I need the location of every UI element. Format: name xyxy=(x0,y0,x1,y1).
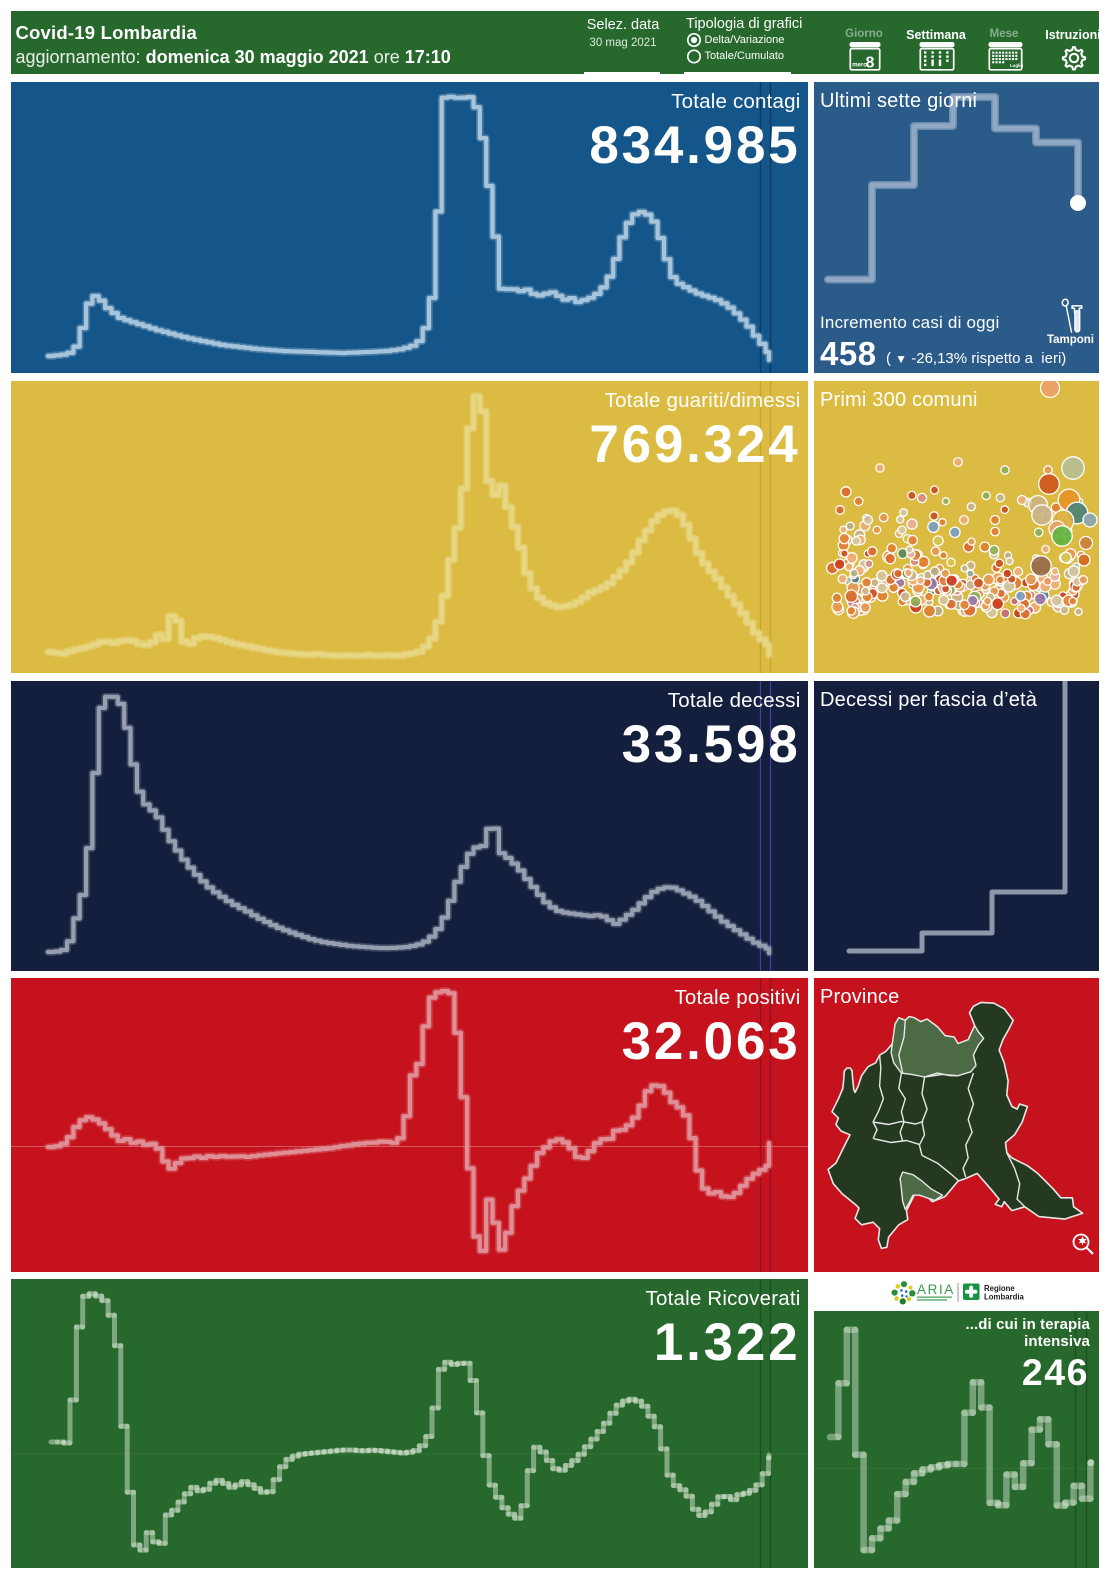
svg-text:Lombardia: Lombardia xyxy=(984,1293,1025,1302)
svg-text:merc: merc xyxy=(852,63,867,69)
svg-text:Luglio: Luglio xyxy=(1010,63,1023,68)
svg-text:ARIA: ARIA xyxy=(917,1282,955,1297)
svg-text:8: 8 xyxy=(866,55,875,72)
svg-text:Regione: Regione xyxy=(984,1284,1015,1293)
